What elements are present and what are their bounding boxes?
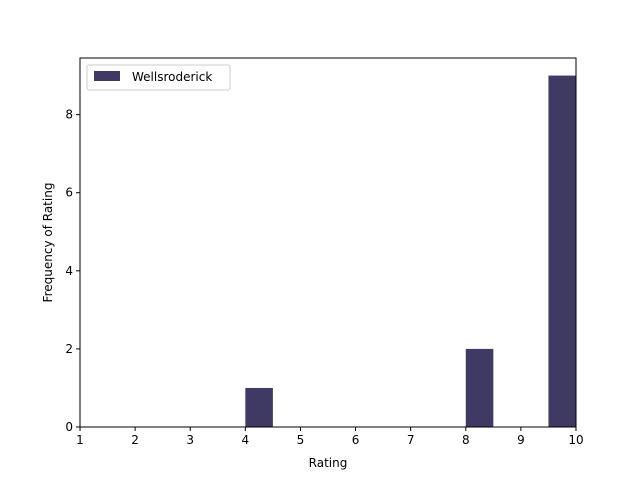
histogram-bar [245, 387, 273, 427]
histogram-bar [465, 348, 494, 427]
x-tick-label: 8 [462, 433, 470, 447]
x-axis: 1 2 3 4 5 6 7 8 9 10 [76, 427, 584, 447]
bars-layer [245, 75, 576, 428]
x-tick-label: 9 [517, 433, 525, 447]
x-tick-label: 7 [407, 433, 415, 447]
y-tick-label: 6 [65, 186, 73, 200]
histogram-bar [548, 75, 576, 428]
legend-label: Wellsroderick [132, 70, 212, 84]
y-tick-label: 4 [65, 264, 73, 278]
x-tick-label: 5 [297, 433, 305, 447]
x-tick-label: 10 [568, 433, 583, 447]
x-tick-label: 3 [186, 433, 194, 447]
y-axis-label: Frequency of Rating [41, 183, 55, 303]
y-tick-label: 2 [65, 342, 73, 356]
plot-frame [79, 57, 577, 428]
y-tick-label: 0 [65, 420, 73, 434]
x-tick-label: 2 [131, 433, 139, 447]
legend-frame [86, 64, 231, 91]
y-axis: 0 2 4 6 8 [65, 108, 80, 434]
legend: Wellsroderick [86, 64, 231, 91]
legend-swatch [94, 71, 120, 81]
y-tick-label: 8 [65, 108, 73, 122]
x-tick-label: 4 [242, 433, 250, 447]
x-axis-label: Rating [309, 456, 348, 470]
x-tick-label: 1 [76, 433, 84, 447]
x-tick-label: 6 [352, 433, 360, 447]
